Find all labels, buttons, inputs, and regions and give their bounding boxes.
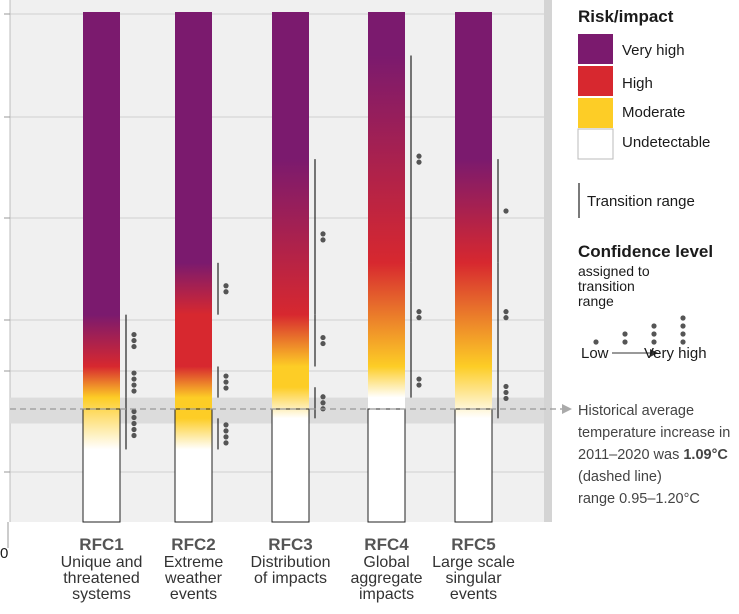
- legend-confidence-title: Confidence level: [578, 242, 714, 261]
- legend-confidence-dot: [680, 331, 686, 337]
- category-name-rfc1: Unique and threatened systems: [60, 554, 143, 603]
- legend-label-very-high: Very high: [622, 42, 685, 59]
- legend-confidence-dot: [622, 331, 628, 337]
- category-name-rfc4: Global aggregate impacts: [350, 554, 423, 603]
- confidence-dot: [223, 422, 229, 428]
- category-name-rfc2: Extreme weather events: [163, 554, 224, 603]
- confidence-dot: [503, 395, 509, 402]
- legend-transition-label: Transition range: [587, 193, 695, 210]
- confidence-dot: [320, 394, 326, 400]
- confidence-dot: [131, 388, 137, 394]
- legend-label-undetectable: Undetectable: [622, 134, 711, 151]
- ember-bar-rfc3: [272, 12, 309, 522]
- legend-confidence-dot: [651, 323, 657, 329]
- legend-confidence-dot: [593, 339, 599, 345]
- confidence-dot: [320, 334, 326, 341]
- legend-swatch-undetectable: [577, 128, 614, 160]
- confidence-dot: [416, 309, 422, 315]
- confidence-dot: [131, 414, 137, 421]
- legend-confidence-dot: [680, 315, 686, 321]
- confidence-dot: [320, 340, 326, 347]
- confidence-dot: [131, 343, 137, 350]
- confidence-dot: [223, 379, 229, 385]
- plot-right-edge: [544, 0, 552, 522]
- ember-bar-rfc1: [83, 12, 120, 522]
- legend-confidence-dot: [622, 339, 628, 345]
- legend-swatch-high: [578, 66, 613, 96]
- ember-bar-rfc5: [455, 12, 492, 522]
- legend-confidence-low: Low: [581, 345, 609, 362]
- historical-note-text: Historical average temperature increase …: [578, 403, 731, 463]
- legend-confidence-dot: [651, 339, 657, 345]
- confidence-dot: [131, 370, 137, 376]
- confidence-dot: [503, 315, 509, 321]
- confidence-dot: [131, 382, 137, 388]
- confidence-dot: [131, 376, 137, 382]
- confidence-dot: [320, 231, 326, 237]
- confidence-dot: [503, 208, 509, 214]
- confidence-dot: [416, 382, 422, 388]
- confidence-dot: [503, 383, 509, 390]
- confidence-dot: [223, 428, 229, 434]
- confidence-dot: [131, 432, 137, 439]
- confidence-dot: [131, 331, 137, 338]
- legend-confidence-dot: [651, 331, 657, 337]
- historical-arrow: [562, 404, 572, 414]
- confidence-dot: [320, 400, 326, 406]
- legend-swatch-very-high: [578, 34, 613, 64]
- confidence-dot: [223, 440, 229, 446]
- category-name-rfc3: Distribution of impacts: [250, 554, 331, 587]
- confidence-dot: [223, 289, 229, 295]
- confidence-dot: [131, 408, 137, 415]
- confidence-dot: [223, 283, 229, 289]
- confidence-dot: [131, 426, 137, 433]
- historical-note-value: 1.09°C: [683, 447, 728, 463]
- historical-note-range: range 0.95–1.20°C: [578, 491, 700, 507]
- category-code-rfc1: RFC1: [79, 535, 124, 554]
- historical-note-suffix: (dashed line): [578, 469, 662, 485]
- category-code-rfc3: RFC3: [268, 535, 313, 554]
- confidence-dot: [131, 420, 137, 427]
- confidence-dot: [320, 237, 326, 243]
- legend-confidence-dot: [680, 339, 686, 345]
- historical-note: Historical average temperature increase …: [578, 400, 738, 510]
- category-name-rfc5: Large scale singular events: [432, 554, 515, 603]
- confidence-dot: [503, 309, 509, 315]
- y-axis-partial-label: 0: [0, 545, 9, 562]
- legend-label-moderate: Moderate: [622, 104, 686, 121]
- legend-title: Risk/impact: [578, 7, 674, 26]
- category-code-rfc4: RFC4: [364, 535, 409, 554]
- legend-confidence-dot: [680, 323, 686, 329]
- confidence-dot: [416, 159, 422, 165]
- confidence-dot: [416, 376, 422, 382]
- confidence-dot: [131, 337, 137, 344]
- legend-confidence-subtitle: assigned to transition range: [578, 263, 650, 309]
- confidence-dot: [503, 389, 509, 396]
- confidence-dot: [416, 153, 422, 159]
- confidence-dot: [223, 373, 229, 379]
- legend-swatch-moderate: [578, 98, 613, 128]
- ember-lower-outline: [367, 408, 406, 523]
- legend-confidence-arrowhead: [650, 349, 658, 357]
- ember-bar-rfc2: [175, 12, 212, 522]
- category-code-rfc2: RFC2: [171, 535, 216, 554]
- category-code-rfc5: RFC5: [451, 535, 496, 554]
- confidence-dot: [223, 385, 229, 391]
- confidence-dot: [416, 315, 422, 321]
- legend-label-high: High: [622, 75, 653, 92]
- ember-bar-rfc4: [368, 12, 405, 522]
- confidence-dot: [223, 434, 229, 440]
- legend-confidence-high: Very high: [644, 345, 707, 362]
